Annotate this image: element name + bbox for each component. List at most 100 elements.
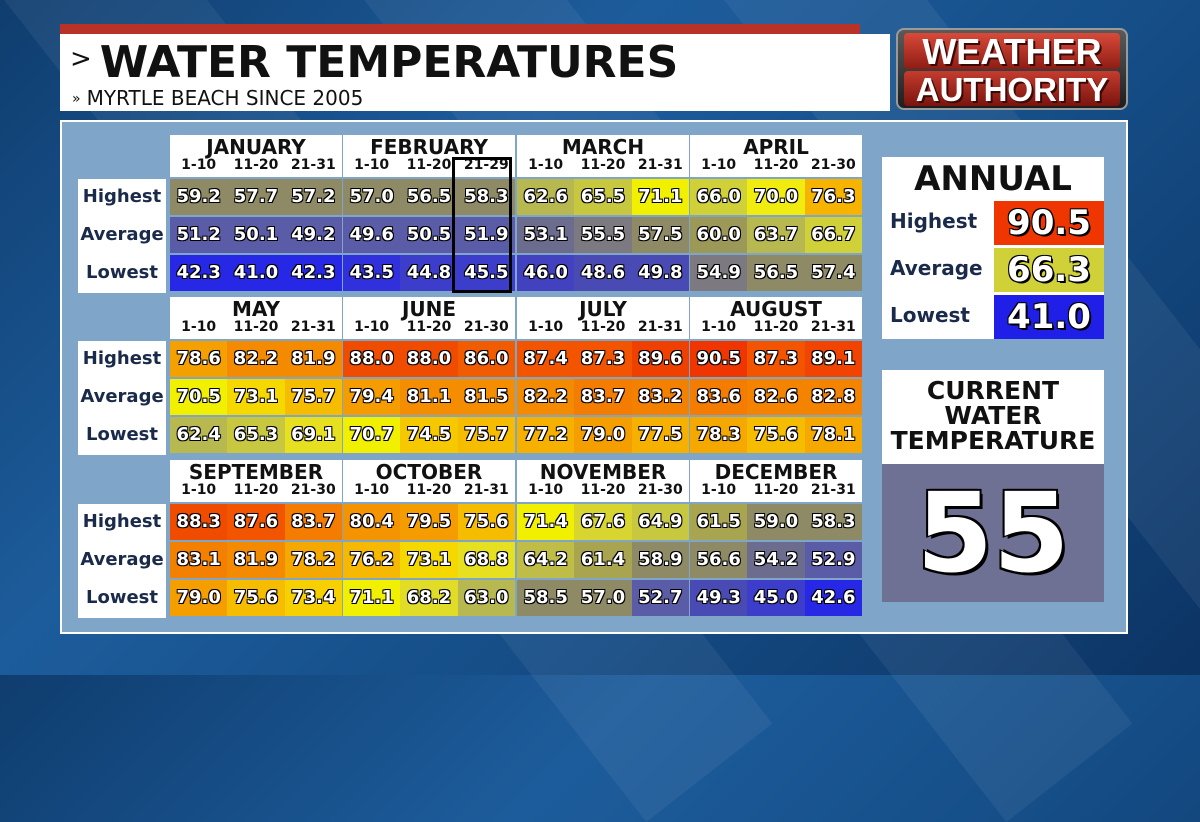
day-range: 1-10	[181, 482, 217, 498]
day-range: 21-31	[290, 319, 336, 335]
day-range: 1-10	[181, 319, 217, 335]
month-february: FEBRUARY 1-10 11-20 21-29 57.0 56.5 58.3 49.6 50…	[343, 135, 515, 293]
month-header: JANUARY 1-10 11-20 21-31	[170, 135, 342, 177]
month-september: SEPTEMBER 1-10 11-20 21-30 88.3 87.6 83.7 83.1 8…	[170, 460, 342, 618]
temperature-cell: 42.3	[284, 255, 342, 291]
temperature-cell: 71.1	[631, 179, 689, 215]
temperature-row: 49.3 45.0 42.6	[690, 580, 862, 616]
temperature-cell: 49.2	[284, 217, 342, 253]
temperature-row: 71.4 67.6 64.9	[517, 504, 689, 540]
page-subtitle: » MYRTLE BEACH SINCE 2005	[72, 86, 364, 110]
temperature-cell: 45.0	[747, 580, 805, 616]
temperature-cell: 82.6	[747, 379, 805, 415]
day-ranges: 1-10 11-20 21-30	[517, 482, 689, 498]
temperature-cell: 76.2	[343, 542, 401, 578]
day-range: 1-10	[701, 157, 737, 173]
header: > WATER TEMPERATURES » MYRTLE BEACH SINCE …	[60, 34, 890, 111]
temperature-row: 56.6 54.2 52.9	[690, 542, 862, 578]
temperature-cell: 83.7	[284, 504, 342, 540]
temperature-cell: 62.6	[517, 179, 575, 215]
month-cells: 61.5 59.0 58.3 56.6 54.2 52.9 49.3 45.0 42.6	[690, 504, 862, 618]
month-cells: 88.0 88.0 86.0 79.4 81.1 81.5 70.7 74.5 75.7	[343, 341, 515, 455]
temperature-cell: 79.5	[400, 504, 458, 540]
temperature-cell: 53.1	[517, 217, 575, 253]
day-ranges: 1-10 11-20 21-29	[343, 157, 515, 173]
day-range: 11-20	[406, 482, 452, 498]
day-range: 11-20	[580, 319, 626, 335]
temperature-cell: 79.0	[170, 580, 228, 616]
month-cells: 62.6 65.5 71.1 53.1 55.5 57.5 46.0 48.6 49.8	[517, 179, 689, 293]
day-ranges: 1-10 11-20 21-30	[690, 157, 862, 173]
temperature-row: 71.1 68.2 63.0	[343, 580, 515, 616]
current-value: 55	[882, 464, 1104, 602]
header-accent-bar	[60, 24, 860, 34]
temperature-cell: 45.5	[457, 255, 515, 291]
temperature-row: 87.4 87.3 89.6	[517, 341, 689, 377]
month-name: AUGUST	[730, 297, 822, 321]
temperature-cell: 56.6	[690, 542, 748, 578]
temperature-cell: 63.0	[457, 580, 515, 616]
day-range: 21-30	[810, 157, 856, 173]
temperature-row: 49.6 50.5 51.9	[343, 217, 515, 253]
temperature-row: 83.1 81.9 78.2	[170, 542, 342, 578]
day-range: 1-10	[701, 319, 737, 335]
temperature-cell: 70.7	[343, 417, 401, 453]
temperature-cell: 59.0	[747, 504, 805, 540]
current-title: CURRENT WATER TEMPERATURE	[882, 370, 1104, 464]
month-header: AUGUST 1-10 11-20 21-31	[690, 297, 862, 339]
day-range: 21-31	[463, 482, 509, 498]
temperature-cell: 43.5	[343, 255, 401, 291]
temperature-row: 77.2 79.0 77.5	[517, 417, 689, 453]
temperature-cell: 61.5	[690, 504, 748, 540]
month-cells: 87.4 87.3 89.6 82.2 83.7 83.2 77.2 79.0 77.5	[517, 341, 689, 455]
temperature-cell: 70.5	[170, 379, 228, 415]
day-range: 1-10	[701, 482, 737, 498]
temperature-cell: 80.4	[343, 504, 401, 540]
temperature-cell: 52.7	[631, 580, 689, 616]
month-cells: 90.5 87.3 89.1 83.6 82.6 82.8 78.3 75.6 78.1	[690, 341, 862, 455]
day-ranges: 1-10 11-20 21-30	[170, 482, 342, 498]
month-cells: 71.4 67.6 64.9 64.2 61.4 58.9 58.5 57.0 52.7	[517, 504, 689, 618]
chevron-right-icon: >	[70, 44, 92, 74]
month-name: OCTOBER	[375, 460, 483, 484]
day-range: 1-10	[528, 157, 564, 173]
temperature-cell: 68.2	[400, 580, 458, 616]
annual-row-average: Average 66.3	[882, 248, 1104, 292]
temperature-row: 79.0 75.6 73.4	[170, 580, 342, 616]
temperature-cell: 73.4	[284, 580, 342, 616]
day-ranges: 1-10 11-20 21-31	[170, 319, 342, 335]
day-ranges: 1-10 11-20 21-31	[517, 157, 689, 173]
temperature-cell: 58.3	[804, 504, 862, 540]
month-november: NOVEMBER 1-10 11-20 21-30 71.4 67.6 64.9 64.2 61…	[517, 460, 689, 618]
day-range: 21-31	[810, 319, 856, 335]
temperature-cell: 57.7	[227, 179, 285, 215]
day-range: 11-20	[753, 482, 799, 498]
temperature-cell: 49.3	[690, 580, 748, 616]
month-name: SEPTEMBER	[188, 460, 324, 484]
month-header: OCTOBER 1-10 11-20 21-31	[343, 460, 515, 502]
temperature-cell: 73.1	[227, 379, 285, 415]
temperature-cell: 74.5	[400, 417, 458, 453]
temperature-row: 54.9 56.5 57.4	[690, 255, 862, 291]
day-range: 21-30	[463, 319, 509, 335]
temperature-cell: 81.9	[227, 542, 285, 578]
row-labels: Highest Average Lowest	[78, 504, 166, 618]
month-cells: 78.6 82.2 81.9 70.5 73.1 75.7 62.4 65.3 69.1	[170, 341, 342, 455]
temperature-row: 53.1 55.5 57.5	[517, 217, 689, 253]
temperature-cell: 88.0	[343, 341, 401, 377]
temperature-cell: 57.0	[343, 179, 401, 215]
day-range: 11-20	[580, 482, 626, 498]
month-december: DECEMBER 1-10 11-20 21-31 61.5 59.0 58.3 56.6 54…	[690, 460, 862, 618]
current-period-highlight	[452, 157, 512, 293]
month-cells: 57.0 56.5 58.3 49.6 50.5 51.9 43.5 44.8 45.5	[343, 179, 515, 293]
temperature-row: 46.0 48.6 49.8	[517, 255, 689, 291]
temperature-row: 62.4 65.3 69.1	[170, 417, 342, 453]
temperature-cell: 75.7	[457, 417, 515, 453]
temperature-cell: 58.3	[457, 179, 515, 215]
row-label: Average	[80, 224, 164, 245]
row-label: Lowest	[86, 262, 158, 283]
temperature-row: 90.5 87.3 89.1	[690, 341, 862, 377]
temperature-row: 70.5 73.1 75.7	[170, 379, 342, 415]
month-august: AUGUST 1-10 11-20 21-31 90.5 87.3 89.1 83.6 82.6…	[690, 297, 862, 455]
temperature-cell: 55.5	[574, 217, 632, 253]
